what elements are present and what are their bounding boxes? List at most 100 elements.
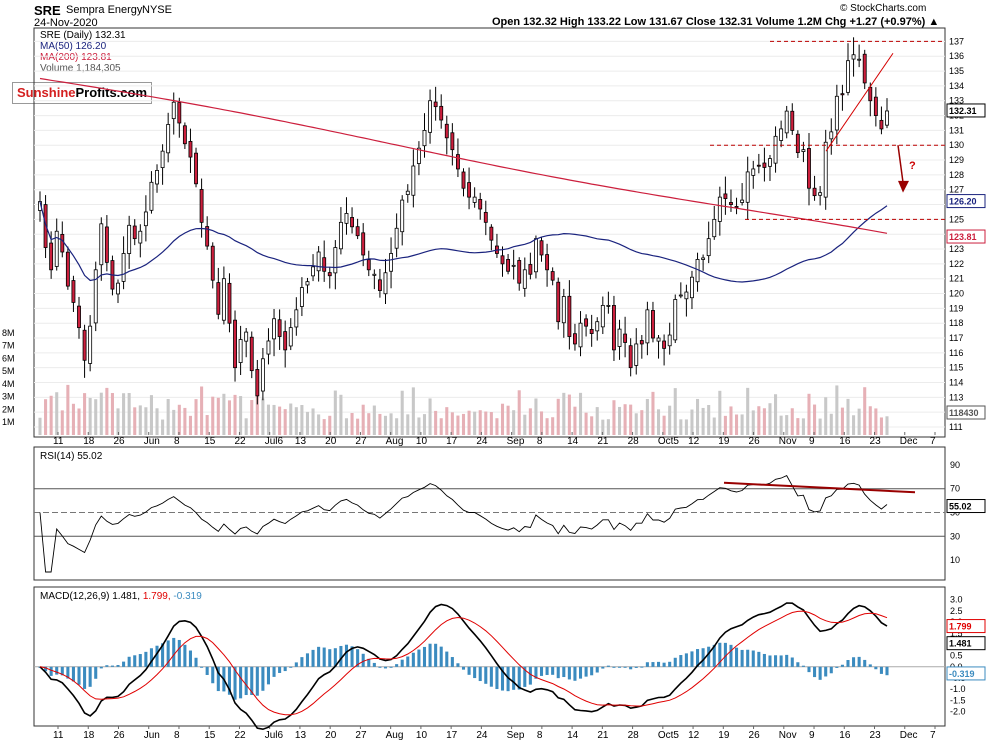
volume-bar xyxy=(718,390,722,435)
volume-bar xyxy=(110,393,114,435)
macd-histogram-bar xyxy=(762,653,766,667)
candle-body xyxy=(807,148,811,189)
volume-bar xyxy=(266,404,270,435)
price-tick-label: 120 xyxy=(949,289,964,299)
candle-body xyxy=(567,295,572,337)
macd-histogram-bar xyxy=(450,657,454,667)
candle-body xyxy=(88,325,93,364)
x-tick-label: 23 xyxy=(870,436,882,447)
macd-histogram-bar xyxy=(289,666,293,668)
candle-body xyxy=(606,304,611,307)
volume-bar xyxy=(768,403,772,435)
volume-bar xyxy=(344,418,349,435)
volume-bar xyxy=(818,418,822,435)
candle-body xyxy=(155,170,159,185)
volume-bar xyxy=(216,397,220,435)
macd-legend: MACD(12,26,9) 1.481, 1.799, -0.319 xyxy=(40,591,202,602)
volume-bar xyxy=(350,412,354,435)
macd-histogram-bar xyxy=(634,666,638,668)
volume-bar xyxy=(328,415,332,435)
volume-value-label: 118430 xyxy=(949,408,979,418)
macd-tick-label: 2.5 xyxy=(950,606,963,616)
macd-histogram-bar xyxy=(344,644,349,667)
candle-body xyxy=(439,105,444,121)
candle-body xyxy=(784,110,789,134)
macd-histogram-bar xyxy=(740,649,744,667)
rsi-tick-label: 10 xyxy=(950,555,960,565)
watermark: © StockCharts.com xyxy=(840,3,927,14)
rsi-tick-label: 70 xyxy=(950,484,960,494)
chart-date: 24-Nov-2020 xyxy=(34,17,98,29)
volume-bar xyxy=(200,386,204,435)
x-tick-label: Oct5 xyxy=(658,436,680,447)
macd-histogram-bar xyxy=(751,650,755,667)
candle-body xyxy=(550,271,555,281)
volume-bar xyxy=(645,398,649,435)
candle-body xyxy=(199,189,204,223)
volume-bar xyxy=(149,395,153,435)
volume-bar xyxy=(668,405,672,435)
volume-bar xyxy=(746,387,750,435)
volume-bar xyxy=(422,414,427,435)
x-tick-label: Dec xyxy=(900,436,918,447)
volume-bar xyxy=(523,414,527,435)
macd-histogram-bar xyxy=(606,665,610,667)
macd-histogram-bar xyxy=(372,662,376,667)
macd-histogram-bar xyxy=(105,665,109,667)
volume-bar xyxy=(740,414,744,435)
candle-body xyxy=(311,266,315,277)
candle-body xyxy=(706,238,711,257)
candle-body xyxy=(249,336,254,372)
candle-body xyxy=(132,225,137,240)
macd-histogram-bar xyxy=(484,666,488,684)
candle-body xyxy=(873,96,878,116)
x-tick-label: 26 xyxy=(113,436,125,447)
candle-body xyxy=(277,319,282,337)
volume-bar xyxy=(534,398,538,435)
x-tick-label: Aug xyxy=(386,730,404,741)
volume-bar xyxy=(634,413,638,435)
macd-histogram-bar xyxy=(657,661,661,667)
candle-body xyxy=(756,164,761,167)
candle-body xyxy=(260,358,265,392)
macd-histogram-bar xyxy=(138,654,142,667)
price-tick-label: 123 xyxy=(949,244,964,254)
candle-body xyxy=(188,140,193,158)
macd-histogram-bar xyxy=(629,666,633,670)
volume-bar xyxy=(879,417,883,435)
candle-body xyxy=(584,318,589,327)
candle-body xyxy=(143,211,148,227)
volume-tick-label: 6M xyxy=(2,353,15,363)
volume-bar xyxy=(239,396,243,435)
candle-body xyxy=(645,309,650,344)
macd-histogram-bar xyxy=(534,666,538,679)
candle-body xyxy=(517,260,522,284)
volume-bar xyxy=(796,418,800,435)
candle-body xyxy=(846,60,850,93)
candle-body xyxy=(416,147,421,164)
macd-histogram-bar xyxy=(617,666,622,668)
candle-body xyxy=(667,334,672,347)
volume-bar xyxy=(378,413,382,435)
macd-histogram-bar xyxy=(662,662,666,667)
annotation-question: ? xyxy=(909,160,916,172)
volume-bar xyxy=(400,390,404,435)
ma50-value-label: 126.20 xyxy=(949,197,977,207)
volume-bar xyxy=(339,394,343,435)
x-tick-label: 26 xyxy=(113,730,125,741)
macd-histogram-bar xyxy=(278,666,282,673)
volume-bar xyxy=(456,415,460,435)
candle-body xyxy=(104,226,109,263)
macd-histogram-bar xyxy=(473,666,477,679)
volume-bar xyxy=(590,416,594,435)
volume-bar xyxy=(127,393,131,435)
candle-body xyxy=(522,269,527,289)
macd-histogram-bar xyxy=(673,657,677,667)
candle-body xyxy=(99,223,104,266)
candle-body xyxy=(322,257,327,272)
macd-histogram-bar xyxy=(461,666,466,670)
candle-body xyxy=(612,305,616,351)
macd-histogram-bar xyxy=(779,655,783,667)
macd-histogram-bar xyxy=(818,666,822,680)
